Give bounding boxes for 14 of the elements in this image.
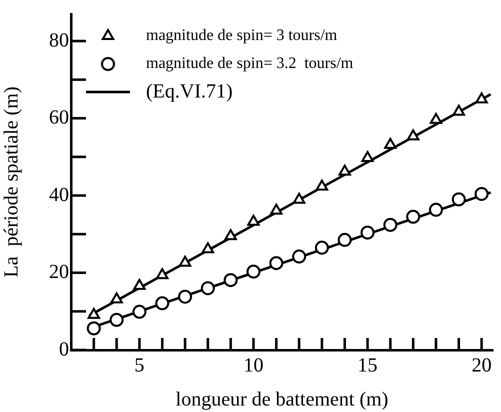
x-tick-label: 15 [358,354,378,376]
y-tick-label: 60 [49,106,69,129]
y-tick-label: 20 [49,261,69,284]
legend-label: magnitude de spin= 3.2 tours/m [146,55,354,72]
x-axis-title: longueur de battement (m) [176,388,388,410]
legend-label: magnitude de spin= 3 tours/m [146,27,338,44]
x-tick-label: 5 [134,354,144,376]
y-tick-label: 0 [59,338,69,360]
y-tick-label: 80 [49,29,69,52]
x-tick-label: 20 [472,354,492,376]
legend-label: (Eq.VI.71) [146,80,233,102]
y-tick-label: 40 [49,184,69,206]
x-tick-label: 10 [243,354,264,376]
y-axis-title: La période spatiale (m) [0,86,22,278]
